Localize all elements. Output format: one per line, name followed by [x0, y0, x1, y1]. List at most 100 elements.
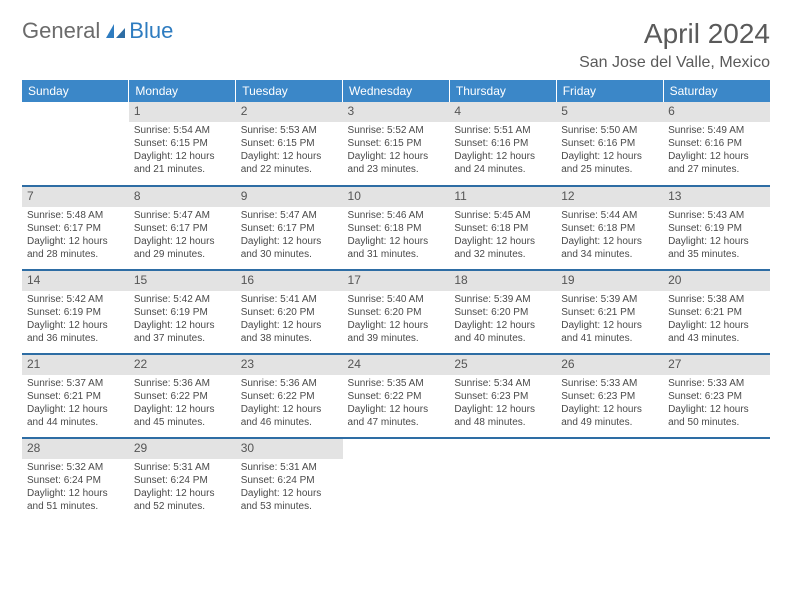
daylight-text: Daylight: 12 hours — [134, 403, 231, 416]
daylight-text: Daylight: 12 hours — [241, 150, 338, 163]
daylight-text: and 50 minutes. — [668, 416, 765, 429]
day-number: 19 — [556, 271, 663, 291]
weekday-header: Friday — [556, 80, 663, 102]
day-info: Sunrise: 5:46 AMSunset: 6:18 PMDaylight:… — [343, 207, 450, 265]
day-info: Sunrise: 5:54 AMSunset: 6:15 PMDaylight:… — [129, 122, 236, 180]
calendar-day-cell: 2Sunrise: 5:53 AMSunset: 6:15 PMDaylight… — [236, 102, 343, 186]
calendar-day-cell: 21Sunrise: 5:37 AMSunset: 6:21 PMDayligh… — [22, 354, 129, 438]
sunrise-text: Sunrise: 5:53 AM — [241, 124, 338, 137]
day-info: Sunrise: 5:42 AMSunset: 6:19 PMDaylight:… — [129, 291, 236, 349]
sunrise-text: Sunrise: 5:39 AM — [561, 293, 658, 306]
day-number: 27 — [663, 355, 770, 375]
calendar-day-cell: 10Sunrise: 5:46 AMSunset: 6:18 PMDayligh… — [343, 186, 450, 270]
sunset-text: Sunset: 6:21 PM — [561, 306, 658, 319]
daylight-text: Daylight: 12 hours — [348, 403, 445, 416]
sunrise-text: Sunrise: 5:36 AM — [134, 377, 231, 390]
sunset-text: Sunset: 6:19 PM — [27, 306, 124, 319]
daylight-text: and 35 minutes. — [668, 248, 765, 261]
daylight-text: and 22 minutes. — [241, 163, 338, 176]
sunset-text: Sunset: 6:19 PM — [668, 222, 765, 235]
daylight-text: and 30 minutes. — [241, 248, 338, 261]
calendar-day-cell: 5Sunrise: 5:50 AMSunset: 6:16 PMDaylight… — [556, 102, 663, 186]
sunset-text: Sunset: 6:22 PM — [241, 390, 338, 403]
calendar-day-cell: 15Sunrise: 5:42 AMSunset: 6:19 PMDayligh… — [129, 270, 236, 354]
day-info: Sunrise: 5:39 AMSunset: 6:20 PMDaylight:… — [449, 291, 556, 349]
day-info: Sunrise: 5:44 AMSunset: 6:18 PMDaylight:… — [556, 207, 663, 265]
day-number: 24 — [343, 355, 450, 375]
daylight-text: and 51 minutes. — [27, 500, 124, 513]
day-info: Sunrise: 5:51 AMSunset: 6:16 PMDaylight:… — [449, 122, 556, 180]
weekday-header: Sunday — [22, 80, 129, 102]
daylight-text: and 46 minutes. — [241, 416, 338, 429]
calendar-day-cell — [556, 438, 663, 522]
sunset-text: Sunset: 6:15 PM — [241, 137, 338, 150]
sunrise-text: Sunrise: 5:42 AM — [134, 293, 231, 306]
day-number: 21 — [22, 355, 129, 375]
daylight-text: and 23 minutes. — [348, 163, 445, 176]
daylight-text: and 45 minutes. — [134, 416, 231, 429]
weekday-header: Thursday — [449, 80, 556, 102]
calendar-day-cell: 9Sunrise: 5:47 AMSunset: 6:17 PMDaylight… — [236, 186, 343, 270]
daylight-text: Daylight: 12 hours — [134, 235, 231, 248]
calendar-day-cell: 27Sunrise: 5:33 AMSunset: 6:23 PMDayligh… — [663, 354, 770, 438]
sunrise-text: Sunrise: 5:43 AM — [668, 209, 765, 222]
calendar-day-cell — [663, 438, 770, 522]
sunset-text: Sunset: 6:23 PM — [454, 390, 551, 403]
day-info: Sunrise: 5:47 AMSunset: 6:17 PMDaylight:… — [129, 207, 236, 265]
sunrise-text: Sunrise: 5:41 AM — [241, 293, 338, 306]
sunset-text: Sunset: 6:21 PM — [668, 306, 765, 319]
sunset-text: Sunset: 6:18 PM — [454, 222, 551, 235]
calendar-table: Sunday Monday Tuesday Wednesday Thursday… — [22, 80, 770, 522]
day-number: 1 — [129, 102, 236, 122]
day-number: 26 — [556, 355, 663, 375]
calendar-day-cell: 16Sunrise: 5:41 AMSunset: 6:20 PMDayligh… — [236, 270, 343, 354]
sunset-text: Sunset: 6:16 PM — [668, 137, 765, 150]
sunrise-text: Sunrise: 5:45 AM — [454, 209, 551, 222]
daylight-text: and 27 minutes. — [668, 163, 765, 176]
calendar-day-cell: 22Sunrise: 5:36 AMSunset: 6:22 PMDayligh… — [129, 354, 236, 438]
daylight-text: Daylight: 12 hours — [348, 150, 445, 163]
daylight-text: Daylight: 12 hours — [668, 235, 765, 248]
day-number: 5 — [556, 102, 663, 122]
brand-logo: General Blue — [22, 18, 173, 44]
sunset-text: Sunset: 6:17 PM — [27, 222, 124, 235]
day-info: Sunrise: 5:35 AMSunset: 6:22 PMDaylight:… — [343, 375, 450, 433]
sunrise-text: Sunrise: 5:49 AM — [668, 124, 765, 137]
day-number: 14 — [22, 271, 129, 291]
header: General Blue April 2024 San Jose del Val… — [22, 18, 770, 72]
daylight-text: and 53 minutes. — [241, 500, 338, 513]
day-info: Sunrise: 5:34 AMSunset: 6:23 PMDaylight:… — [449, 375, 556, 433]
calendar-day-cell: 17Sunrise: 5:40 AMSunset: 6:20 PMDayligh… — [343, 270, 450, 354]
sunset-text: Sunset: 6:18 PM — [561, 222, 658, 235]
calendar-day-cell: 11Sunrise: 5:45 AMSunset: 6:18 PMDayligh… — [449, 186, 556, 270]
day-number: 17 — [343, 271, 450, 291]
day-number: 15 — [129, 271, 236, 291]
sunrise-text: Sunrise: 5:35 AM — [348, 377, 445, 390]
day-info: Sunrise: 5:47 AMSunset: 6:17 PMDaylight:… — [236, 207, 343, 265]
daylight-text: and 21 minutes. — [134, 163, 231, 176]
sunrise-text: Sunrise: 5:34 AM — [454, 377, 551, 390]
day-number: 13 — [663, 187, 770, 207]
calendar-day-cell: 25Sunrise: 5:34 AMSunset: 6:23 PMDayligh… — [449, 354, 556, 438]
daylight-text: and 43 minutes. — [668, 332, 765, 345]
daylight-text: Daylight: 12 hours — [561, 150, 658, 163]
sunset-text: Sunset: 6:20 PM — [348, 306, 445, 319]
daylight-text: Daylight: 12 hours — [348, 235, 445, 248]
daylight-text: and 52 minutes. — [134, 500, 231, 513]
calendar-day-cell: 14Sunrise: 5:42 AMSunset: 6:19 PMDayligh… — [22, 270, 129, 354]
sunset-text: Sunset: 6:21 PM — [27, 390, 124, 403]
month-title: April 2024 — [579, 18, 770, 50]
sunset-text: Sunset: 6:24 PM — [27, 474, 124, 487]
sunrise-text: Sunrise: 5:36 AM — [241, 377, 338, 390]
sunrise-text: Sunrise: 5:48 AM — [27, 209, 124, 222]
day-info: Sunrise: 5:31 AMSunset: 6:24 PMDaylight:… — [129, 459, 236, 517]
daylight-text: Daylight: 12 hours — [668, 150, 765, 163]
day-info: Sunrise: 5:42 AMSunset: 6:19 PMDaylight:… — [22, 291, 129, 349]
daylight-text: and 38 minutes. — [241, 332, 338, 345]
day-info: Sunrise: 5:31 AMSunset: 6:24 PMDaylight:… — [236, 459, 343, 517]
daylight-text: and 36 minutes. — [27, 332, 124, 345]
daylight-text: and 37 minutes. — [134, 332, 231, 345]
daylight-text: Daylight: 12 hours — [27, 319, 124, 332]
calendar-day-cell: 18Sunrise: 5:39 AMSunset: 6:20 PMDayligh… — [449, 270, 556, 354]
sunset-text: Sunset: 6:22 PM — [348, 390, 445, 403]
